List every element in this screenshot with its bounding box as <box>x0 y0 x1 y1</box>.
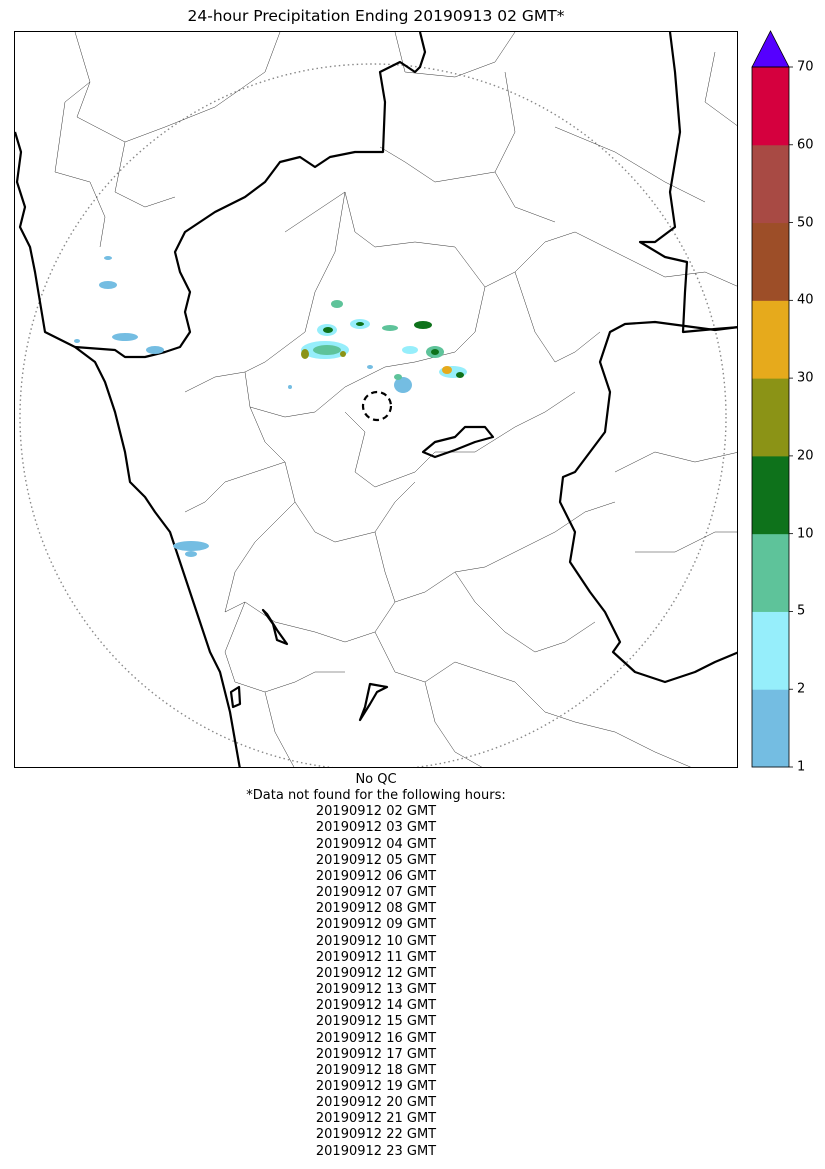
missing-hour-item: 20190912 18 GMT <box>315 1062 437 1078</box>
precip-cell <box>301 349 309 359</box>
missing-hour-item: 20190912 03 GMT <box>315 820 437 836</box>
map-canvas <box>15 32 737 767</box>
colorbar-segment <box>752 533 789 612</box>
precip-cell <box>367 365 373 369</box>
precip-cell <box>99 281 117 289</box>
missing-hour-item: 20190912 20 GMT <box>315 1095 437 1111</box>
precip-cell <box>382 325 398 331</box>
missing-hour-item: 20190912 08 GMT <box>315 901 437 917</box>
colorbar-segment <box>752 455 789 535</box>
colorbar-tick-label: 30 <box>797 370 814 386</box>
missing-hour-item: 20190912 02 GMT <box>315 804 437 820</box>
radar-range-ring <box>19 63 727 767</box>
precip-cell <box>394 377 412 393</box>
colorbar-tick-label: 60 <box>797 137 814 153</box>
colorbar-frame <box>751 66 790 768</box>
precip-cell <box>112 333 138 341</box>
precip-cell <box>442 366 452 374</box>
qc-note: No QC <box>355 772 397 787</box>
precip-cell <box>414 321 432 329</box>
colorbar <box>751 30 793 768</box>
missing-hour-item: 20190912 09 GMT <box>315 917 437 933</box>
missing-hour-item: 20190912 06 GMT <box>315 868 437 884</box>
precip-cell <box>323 327 333 333</box>
precip-cell <box>456 372 464 378</box>
missing-hour-item: 20190912 21 GMT <box>315 1111 437 1127</box>
colorbar-tick-label: 5 <box>797 603 806 619</box>
precipitation-map <box>14 31 738 768</box>
precip-cell <box>340 351 346 357</box>
colorbar-segment <box>752 222 789 301</box>
precip-cell <box>146 346 164 354</box>
missing-hours-list: 20190912 02 GMT 20190912 03 GMT 20190912 0… <box>14 804 738 1159</box>
missing-hour-item: 20190912 22 GMT <box>315 1127 437 1143</box>
colorbar-tick-label: 1 <box>797 759 806 775</box>
precip-cell <box>402 346 418 354</box>
colorbar-tick-label: 20 <box>797 448 814 464</box>
precipitation-cells <box>74 256 467 557</box>
precip-cell <box>288 385 292 389</box>
missing-hour-item: 20190912 10 GMT <box>315 933 437 949</box>
precip-cell <box>313 345 341 355</box>
precip-cell <box>331 300 343 308</box>
missing-hour-item: 20190912 05 GMT <box>315 852 437 868</box>
missing-hour-item: 20190912 12 GMT <box>315 965 437 981</box>
precip-cell <box>185 551 197 557</box>
missing-hour-item: 20190912 23 GMT <box>315 1143 437 1159</box>
precip-cell <box>431 349 439 355</box>
missing-hour-item: 20190912 17 GMT <box>315 1046 437 1062</box>
colorbar-segment <box>752 144 789 224</box>
missing-hour-item: 20190912 04 GMT <box>315 836 437 852</box>
radar-site-marker <box>361 390 393 422</box>
precip-cell <box>74 339 80 343</box>
missing-hour-item: 20190912 13 GMT <box>315 982 437 998</box>
precip-cell <box>394 374 402 380</box>
notes: No QC *Data not found for the following … <box>14 772 738 1160</box>
colorbar-tick-label: 2 <box>797 681 806 697</box>
colorbar-segment <box>752 300 789 379</box>
colorbar-tick-label: 70 <box>797 59 814 75</box>
colorbar-extend-arrow <box>751 30 790 68</box>
colorbar-segment <box>752 378 789 457</box>
missing-hour-item: 20190912 15 GMT <box>315 1014 437 1030</box>
district-boundaries <box>54 32 737 767</box>
precip-cell <box>356 322 364 326</box>
colorbar-tick-label: 10 <box>797 526 814 542</box>
precip-cell <box>104 256 112 260</box>
missing-hour-item: 20190912 11 GMT <box>315 949 437 965</box>
missing-hour-item: 20190912 14 GMT <box>315 998 437 1014</box>
colorbar-segment <box>752 689 789 768</box>
missing-hour-item: 20190912 16 GMT <box>315 1030 437 1046</box>
missing-hours-header: *Data not found for the following hours: <box>246 788 506 804</box>
colorbar-segment <box>752 611 789 690</box>
state-boundaries <box>15 32 737 767</box>
precip-cell <box>173 541 209 551</box>
missing-hour-item: 20190912 19 GMT <box>315 1078 437 1094</box>
colorbar-segment <box>752 67 789 146</box>
map-title: 24-hour Precipitation Ending 20190913 02… <box>187 7 565 25</box>
missing-hour-item: 20190912 07 GMT <box>315 885 437 901</box>
colorbar-tick-label: 40 <box>797 292 814 308</box>
colorbar-tick-label: 50 <box>797 215 814 231</box>
